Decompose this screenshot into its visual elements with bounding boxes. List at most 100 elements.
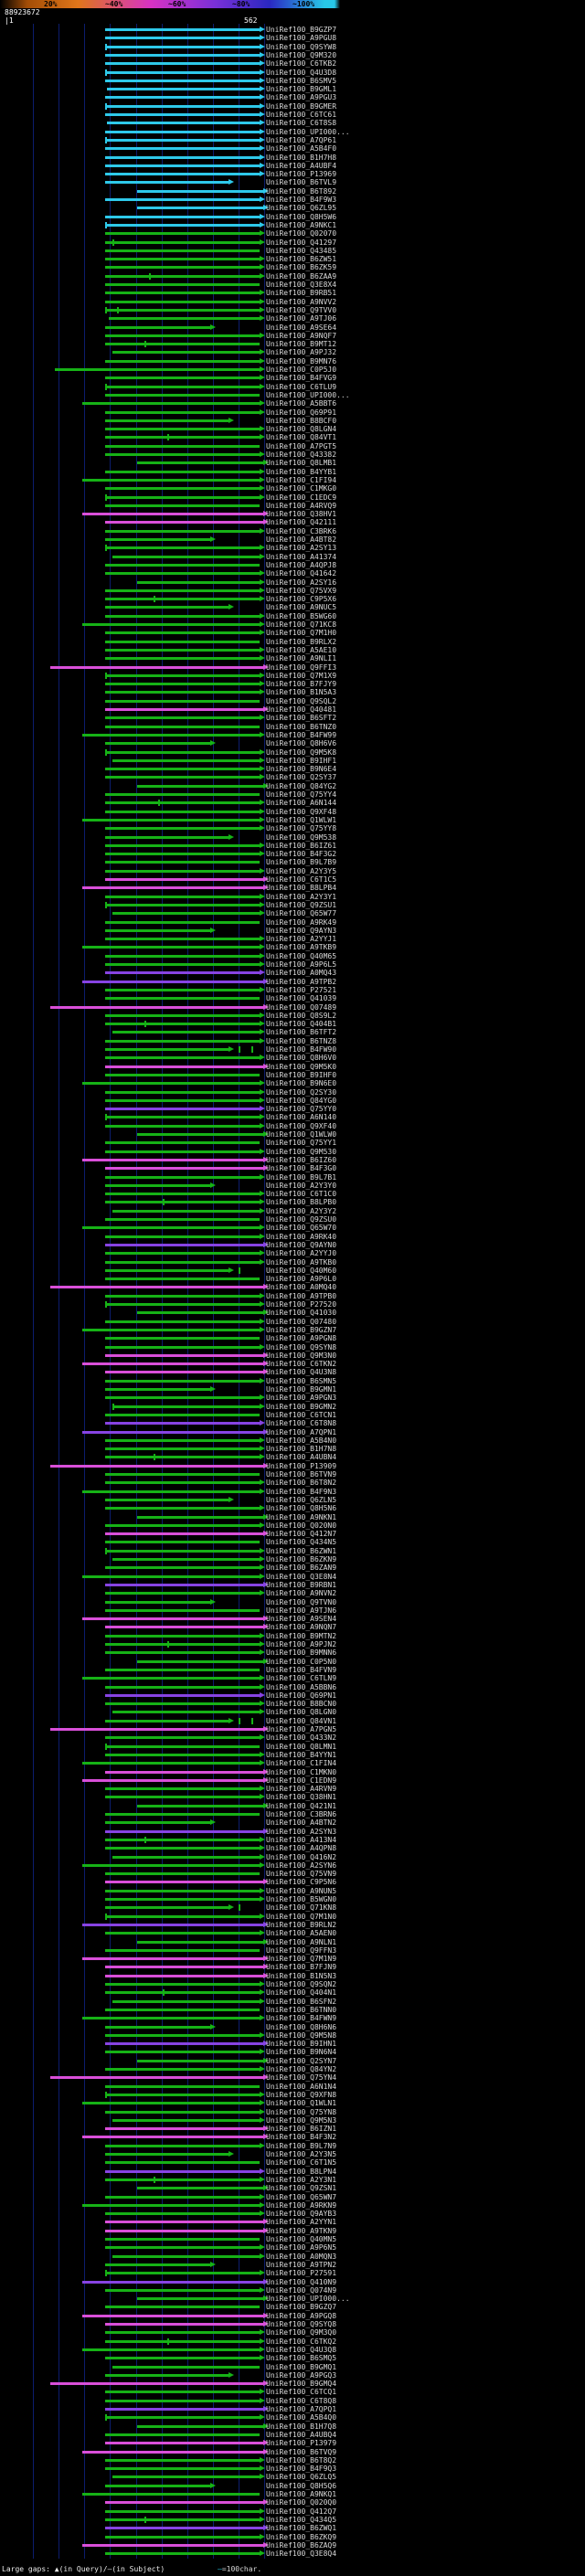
hit-row[interactable]: UniRef100_B6SFN2 xyxy=(0,1998,585,2006)
hit-bar[interactable] xyxy=(82,2280,263,2284)
hit-row[interactable]: UniRef100_A9PGU8 xyxy=(0,34,585,42)
hit-row[interactable]: UniRef100_A0MQ40 xyxy=(0,1283,585,1291)
hit-bar[interactable] xyxy=(105,2161,260,2165)
hit-label[interactable]: UniRef100_B6ZK59 xyxy=(266,263,337,272)
hit-row[interactable]: UniRef100_C9P5X6 xyxy=(0,595,585,603)
hit-label[interactable]: UniRef100_Q43382 xyxy=(266,451,337,459)
hit-bar[interactable] xyxy=(105,1991,260,1995)
hit-bar[interactable] xyxy=(105,1294,260,1298)
hit-label[interactable]: UniRef100_UPI000... xyxy=(266,127,350,136)
hit-row[interactable]: UniRef100_Q9AYN0 xyxy=(0,1241,585,1249)
hit-bar[interactable] xyxy=(105,1456,260,1459)
hit-bar[interactable] xyxy=(105,673,260,677)
hit-row[interactable]: UniRef100_Q71KC8 xyxy=(0,620,585,629)
hit-label[interactable]: UniRef100_Q02070 xyxy=(266,229,337,239)
hit-bar[interactable] xyxy=(105,1388,210,1391)
hit-bar[interactable] xyxy=(105,1167,263,1171)
hit-bar[interactable] xyxy=(105,1422,260,1426)
hit-bar[interactable] xyxy=(105,716,260,720)
hit-bar[interactable] xyxy=(105,563,260,567)
hit-bar[interactable] xyxy=(105,2408,263,2411)
hit-bar[interactable] xyxy=(82,513,263,516)
hit-label[interactable]: UniRef100_A5B4Q0 xyxy=(266,2413,337,2422)
hit-bar[interactable] xyxy=(105,1966,263,1969)
hit-row[interactable]: UniRef100_Q9M5K0 xyxy=(0,1063,585,1071)
hit-label[interactable]: UniRef100_B8LPB4 xyxy=(266,884,337,893)
hit-bar[interactable] xyxy=(105,2288,260,2292)
hit-row[interactable]: UniRef100_B8LPB4 xyxy=(0,884,585,892)
hit-row[interactable]: UniRef100_B9RLX2 xyxy=(0,638,585,646)
hit-bar[interactable] xyxy=(105,1438,260,1442)
hit-row[interactable]: UniRef100_Q9TVN0 xyxy=(0,1598,585,1606)
hit-bar[interactable] xyxy=(105,2246,260,2250)
hit-bar[interactable] xyxy=(105,1914,260,1918)
hit-label[interactable]: UniRef100_Q41030 xyxy=(266,1309,337,1318)
hit-row[interactable]: UniRef100_B6IZ60 xyxy=(0,1156,585,1164)
hit-label[interactable]: UniRef100_Q020N0 xyxy=(266,1521,337,1530)
hit-label[interactable]: UniRef100_B6ZW51 xyxy=(266,255,337,264)
hit-row[interactable]: UniRef100_B6ZWN1 xyxy=(0,1547,585,1555)
hit-row[interactable]: UniRef100_A4BTN2 xyxy=(0,1818,585,1827)
hit-row[interactable]: UniRef100_A9NUC5 xyxy=(0,603,585,611)
hit-label[interactable]: UniRef100_C6TCN1 xyxy=(266,1410,337,1419)
hit-label[interactable]: UniRef100_Q3E8X4 xyxy=(266,281,337,289)
hit-row[interactable]: UniRef100_Q9ZSU0 xyxy=(0,1215,585,1224)
hit-label[interactable]: UniRef100_B9MTN2 xyxy=(266,1631,337,1640)
hit-label[interactable]: UniRef100_A5AE10 xyxy=(266,645,337,654)
hit-bar[interactable] xyxy=(112,912,260,916)
hit-bar[interactable] xyxy=(105,1141,260,1145)
hit-bar[interactable] xyxy=(105,470,260,473)
hit-row[interactable]: UniRef100_C1MKG0 xyxy=(0,484,585,493)
hit-bar[interactable] xyxy=(105,1744,260,1748)
hit-bar[interactable] xyxy=(105,2033,260,2037)
hit-bar[interactable] xyxy=(105,453,260,456)
hit-row[interactable]: UniRef100_Q69PN1 xyxy=(0,1691,585,1700)
hit-row[interactable]: UniRef100_B6TNN0 xyxy=(0,2006,585,2014)
hit-bar[interactable] xyxy=(105,130,260,133)
hit-bar[interactable] xyxy=(137,1804,263,1807)
hit-bar[interactable] xyxy=(137,2297,263,2301)
hit-row[interactable]: UniRef100_A9NUN5 xyxy=(0,1887,585,1895)
hit-row[interactable]: UniRef100_Q7M1N0 xyxy=(0,1913,585,1921)
hit-row[interactable]: UniRef100_A9TKN9 xyxy=(0,2227,585,2235)
hit-row[interactable]: UniRef100_B9N6N4 xyxy=(0,2048,585,2056)
hit-label[interactable]: UniRef100_Q9XF40 xyxy=(266,1121,337,1130)
hit-row[interactable]: UniRef100_Q3E8Q4 xyxy=(0,2549,585,2558)
hit-row[interactable]: UniRef100_Q020N0 xyxy=(0,1521,585,1530)
hit-bar[interactable] xyxy=(82,1082,260,1086)
hit-label[interactable]: UniRef100_B4FVN9 xyxy=(266,1665,337,1674)
hit-bar[interactable] xyxy=(105,96,260,100)
hit-label[interactable]: UniRef100_Q75VN9 xyxy=(266,1870,337,1879)
hit-label[interactable]: UniRef100_Q7M1N0 xyxy=(266,1912,337,1921)
hit-bar[interactable] xyxy=(105,1379,260,1383)
hit-bar[interactable] xyxy=(105,1056,260,1060)
hit-label[interactable]: UniRef100_B4YYB1 xyxy=(266,467,337,476)
hit-row[interactable]: UniRef100_A0MQN3 xyxy=(0,2253,585,2261)
hit-label[interactable]: UniRef100_P13909 xyxy=(266,1461,337,1470)
hit-label[interactable]: UniRef100_A9RK40 xyxy=(266,1232,337,1241)
hit-label[interactable]: UniRef100_B1N5N3 xyxy=(266,1971,337,1980)
hit-bar[interactable] xyxy=(105,691,260,694)
hit-row[interactable]: UniRef100_P13909 xyxy=(0,1462,585,1470)
hit-label[interactable]: UniRef100_A9TKB0 xyxy=(266,1257,337,1267)
hit-bar[interactable] xyxy=(50,2076,263,2080)
hit-bar[interactable] xyxy=(82,1617,263,1621)
hit-bar[interactable] xyxy=(82,1226,260,1230)
hit-bar[interactable] xyxy=(82,2314,263,2317)
hit-row[interactable]: UniRef100_UPI000... xyxy=(0,2295,585,2303)
hit-bar[interactable] xyxy=(105,436,260,440)
hit-bar[interactable] xyxy=(105,1124,260,1128)
hit-bar[interactable] xyxy=(109,317,260,321)
hit-row[interactable]: UniRef100_C3BRK6 xyxy=(0,527,585,535)
hit-label[interactable]: UniRef100_Q3E8Q4 xyxy=(266,2549,337,2559)
hit-label[interactable]: UniRef100_C6T8N8 xyxy=(266,1419,337,1428)
hit-bar[interactable] xyxy=(105,827,260,831)
hit-bar[interactable] xyxy=(105,2153,229,2156)
hit-bar[interactable] xyxy=(82,886,263,890)
hit-label[interactable]: UniRef100_A9TPB2 xyxy=(266,977,337,986)
hit-row[interactable]: UniRef100_A4BT82 xyxy=(0,535,585,544)
hit-row[interactable]: UniRef100_B9RB51 xyxy=(0,289,585,297)
hit-row[interactable]: UniRef100_B6ZWQ1 xyxy=(0,2524,585,2532)
hit-row[interactable]: UniRef100_Q84VN1 xyxy=(0,1717,585,1725)
hit-bar[interactable] xyxy=(112,1855,260,1859)
